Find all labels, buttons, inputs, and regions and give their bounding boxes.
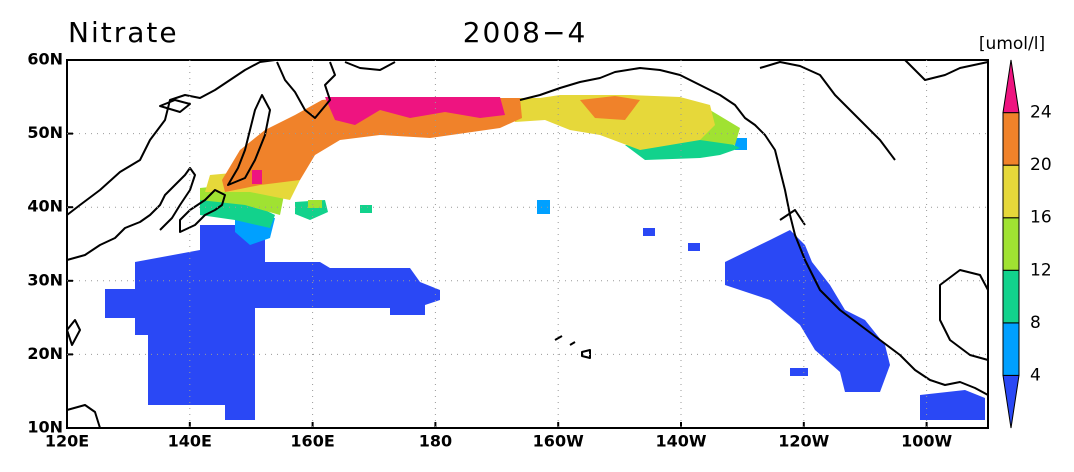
axes: 120E 140E 160E 180 160W 140W 120W 100W 10N 20N 30N… bbox=[27, 50, 989, 451]
field-region bbox=[222, 98, 522, 192]
colorbar-segment bbox=[1002, 164, 1020, 219]
field-region bbox=[200, 195, 275, 228]
y-tick-label: 10N bbox=[27, 418, 63, 437]
field-region bbox=[920, 390, 985, 420]
plot-frame bbox=[66, 59, 989, 429]
y-tick-label: 60N bbox=[27, 50, 63, 69]
y-tick-label: 20N bbox=[27, 344, 63, 363]
colorbar-segment bbox=[1002, 322, 1020, 376]
colorbar-label: 24 bbox=[1030, 103, 1052, 123]
field-region bbox=[308, 200, 322, 208]
colorbar-label: 12 bbox=[1030, 260, 1052, 280]
field-region bbox=[105, 225, 440, 420]
colorbar-label: 4 bbox=[1030, 365, 1041, 385]
field-region bbox=[643, 228, 655, 236]
colorbar-label: 20 bbox=[1030, 155, 1052, 175]
field-region bbox=[688, 243, 700, 251]
period: 2008−4 bbox=[463, 16, 588, 49]
field-region bbox=[725, 230, 890, 392]
unit-label: [umol/l] bbox=[979, 34, 1045, 54]
field-region bbox=[537, 200, 550, 214]
colorbar-segment bbox=[1002, 374, 1020, 429]
colorbar-label: 16 bbox=[1030, 208, 1052, 228]
colorbar-label: 8 bbox=[1030, 313, 1041, 333]
field-region bbox=[252, 170, 262, 184]
field-region bbox=[325, 97, 505, 125]
field-region bbox=[580, 96, 640, 120]
coastlines bbox=[66, 59, 989, 429]
colorbar-segment bbox=[1002, 217, 1020, 271]
field-region bbox=[790, 368, 808, 376]
x-tick-label: 100W bbox=[901, 432, 952, 451]
colorbar: 4 8 12 16 20 24 bbox=[1002, 59, 1052, 429]
colorbar-segment bbox=[1002, 269, 1020, 324]
colorbar-segment bbox=[1002, 112, 1020, 166]
y-tick-label: 30N bbox=[27, 270, 63, 289]
field-region bbox=[505, 95, 715, 150]
nitrate-field bbox=[105, 95, 985, 420]
y-tick-label: 50N bbox=[27, 123, 63, 142]
x-tick-label: 120W bbox=[778, 432, 829, 451]
x-tick-label: 160E bbox=[290, 432, 334, 451]
colorbar-segment bbox=[1002, 59, 1020, 114]
x-tick-label: 180 bbox=[419, 432, 452, 451]
x-tick-label: 120E bbox=[45, 432, 89, 451]
x-tick-label: 160W bbox=[533, 432, 584, 451]
title: Nitrate bbox=[68, 16, 179, 49]
x-tick-label: 140E bbox=[168, 432, 212, 451]
x-tick-label: 140W bbox=[655, 432, 706, 451]
y-tick-label: 40N bbox=[27, 197, 63, 216]
field-region bbox=[360, 205, 372, 213]
